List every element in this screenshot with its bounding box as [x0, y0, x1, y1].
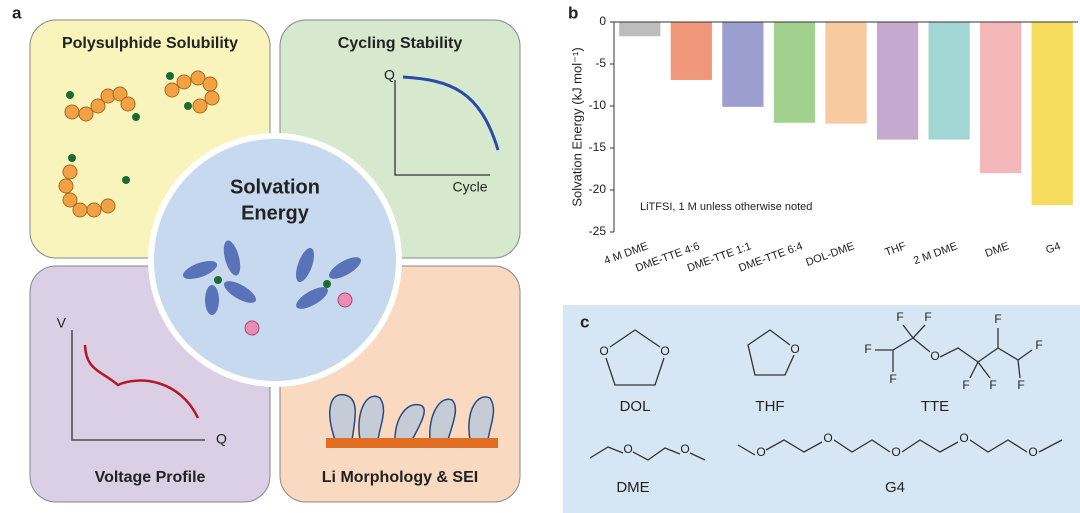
x-tick-label: THF	[883, 240, 907, 259]
panel-label: a	[12, 3, 22, 22]
center-title: Energy	[241, 202, 310, 224]
bar	[1031, 22, 1073, 206]
y-tick-label: -10	[589, 98, 607, 112]
molecule-label: THF	[755, 398, 784, 415]
quadrant-title: Polysulphide Solubility	[62, 35, 238, 52]
molecule-label: DOL	[620, 398, 651, 415]
bar	[980, 22, 1022, 174]
anion	[337, 292, 353, 308]
atom: F	[1017, 378, 1024, 392]
anion	[244, 320, 260, 336]
atom: F	[924, 310, 931, 324]
curve	[83, 344, 200, 419]
bar	[722, 22, 764, 107]
x-tick-label: DOL-DME	[804, 240, 856, 269]
bar	[773, 22, 816, 123]
bar	[928, 22, 970, 140]
atom: O	[623, 442, 632, 456]
axis-label: V	[57, 315, 67, 331]
molecule-label: TTE	[921, 398, 949, 415]
atom: O	[959, 431, 968, 445]
atom: F	[994, 312, 1001, 326]
y-tick-label: 0	[599, 14, 606, 28]
y-tick-label: -25	[589, 224, 607, 238]
bond	[605, 329, 665, 386]
y-tick-label: -15	[589, 140, 607, 154]
center-circle	[148, 133, 402, 387]
solvent	[182, 240, 361, 315]
y-tick-label: -5	[595, 56, 606, 70]
panel-label: c	[580, 312, 589, 331]
x-tick-label: DME	[984, 240, 1011, 260]
atom: F	[896, 310, 903, 324]
atom: O	[756, 445, 765, 459]
x-tick-label: 2 M DME	[912, 240, 959, 267]
atom: F	[864, 342, 871, 356]
y-tick-label: -20	[589, 182, 607, 196]
atom: O	[660, 344, 669, 358]
axis-label: Q	[216, 431, 227, 447]
molecule-label: G4	[885, 479, 905, 496]
curve	[402, 75, 500, 151]
lithium-ion	[323, 280, 331, 288]
dendrite	[329, 394, 495, 441]
bond	[875, 324, 1033, 379]
axis-label: Cycle	[452, 179, 487, 195]
axis-label: Q	[384, 67, 395, 83]
x-tick-label: G4	[1044, 240, 1062, 256]
axis	[394, 80, 490, 176]
molecule-label: DME	[616, 479, 649, 496]
bond	[737, 439, 1063, 456]
quadrant-title: Cycling Stability	[338, 35, 463, 52]
atom: F	[1035, 338, 1042, 352]
quadrant-title: Li Morphology & SEI	[322, 469, 478, 486]
polysulphide	[58, 70, 220, 218]
y-axis-label: Solvation Energy (kJ mol⁻¹)	[569, 47, 584, 206]
axis	[71, 330, 205, 441]
atom: O	[930, 349, 939, 363]
atom: O	[680, 442, 689, 456]
lithium-ion	[66, 72, 192, 184]
panel-label: b	[568, 3, 578, 22]
atom: F	[962, 378, 969, 392]
bar	[825, 22, 867, 124]
atom: O	[1028, 445, 1037, 459]
lithium-ion	[214, 276, 222, 284]
bond	[589, 446, 706, 461]
li-substrate	[326, 438, 498, 448]
bar	[670, 22, 712, 80]
quadrant-title: Voltage Profile	[95, 469, 206, 486]
bar	[619, 22, 661, 37]
atom: O	[891, 445, 900, 459]
atom: F	[989, 378, 996, 392]
atom: F	[889, 372, 896, 386]
bond	[747, 329, 795, 376]
structures: O O DOL O THF F F F F O F F F F F TTE O …	[589, 310, 1063, 496]
atom: O	[790, 342, 799, 356]
annotation: LiTFSI, 1 M unless otherwise noted	[640, 201, 812, 213]
atom: O	[599, 344, 608, 358]
atom: O	[823, 431, 832, 445]
bar	[876, 22, 919, 140]
center-title: Solvation	[230, 176, 320, 198]
